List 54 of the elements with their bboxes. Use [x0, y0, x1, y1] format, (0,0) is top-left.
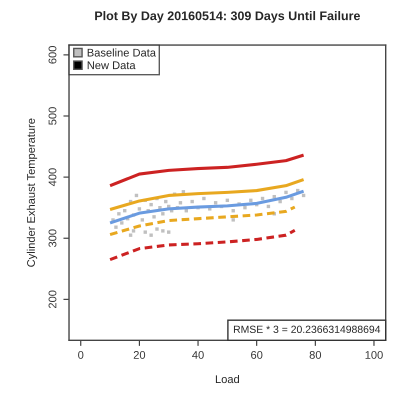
x-tick-label: 80: [310, 351, 322, 359]
point: [249, 198, 253, 202]
point: [232, 209, 235, 212]
point: [140, 218, 144, 222]
point: [114, 226, 118, 229]
point: [149, 202, 153, 206]
point: [278, 200, 282, 204]
annotation: RMSE * 3 = 20.2366314988694: [234, 326, 380, 334]
x-tick-label: 100: [366, 351, 383, 359]
point: [284, 190, 288, 194]
point: [214, 201, 218, 204]
point: [266, 204, 270, 208]
point: [155, 227, 159, 231]
point: [138, 207, 142, 211]
chart-title: Plot By Day 20160514: 309 Days Until Failure: [95, 11, 360, 23]
point: [134, 194, 138, 198]
point: [272, 194, 276, 198]
point: [117, 212, 121, 216]
point: [302, 194, 306, 198]
point: [128, 233, 132, 237]
y-axis-title: Cylinder Exhaust Temperature: [26, 118, 38, 267]
point: [149, 233, 153, 237]
point: [167, 230, 170, 234]
x-tick-label: 20: [134, 351, 146, 359]
y-tick-label: 500: [48, 107, 56, 125]
point: [226, 198, 230, 202]
point: [161, 229, 165, 233]
point: [132, 229, 136, 233]
x-tick-label: 40: [192, 351, 204, 359]
line-series: [108, 228, 296, 262]
line-series: [108, 154, 306, 188]
point: [164, 200, 168, 204]
x-tick-label: 0: [78, 351, 84, 359]
y-tick-label: 400: [48, 168, 56, 186]
point: [161, 212, 165, 216]
legend-label: Baseline Data: [88, 48, 156, 57]
point: [232, 218, 235, 222]
point: [178, 201, 182, 204]
point: [120, 221, 124, 225]
point: [144, 230, 147, 234]
point: [123, 209, 126, 212]
point: [152, 215, 156, 219]
legend-label: New Data: [88, 61, 136, 70]
x-tick-label: 60: [251, 351, 262, 359]
point: [190, 200, 194, 204]
line-series: [108, 190, 306, 224]
y-tick-label: 300: [48, 229, 56, 248]
line-series: [108, 206, 296, 236]
y-tick-label: 200: [48, 290, 56, 308]
line-series: [108, 178, 306, 212]
x-axis-title: Load: [216, 374, 240, 384]
y-tick-label: 600: [48, 46, 56, 64]
point: [243, 206, 247, 210]
point: [202, 196, 206, 200]
